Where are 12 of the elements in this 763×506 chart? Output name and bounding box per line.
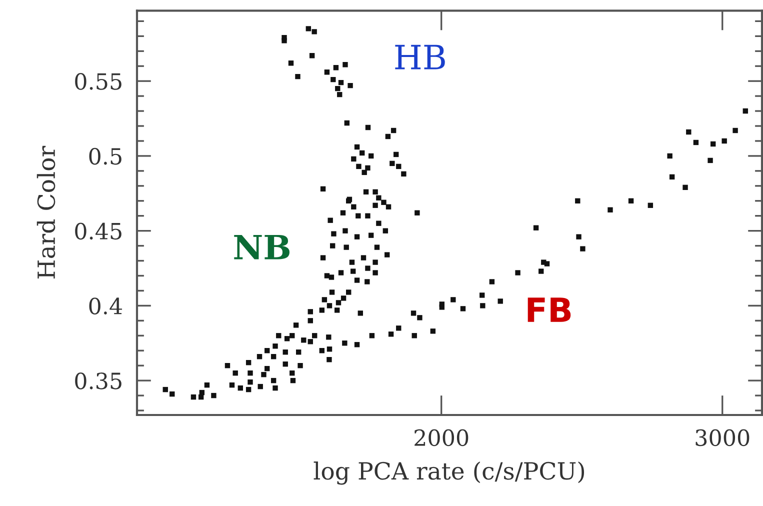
annotation: HB	[395, 44, 445, 70]
y-tick-label: 0.55	[75, 73, 122, 90]
x-axis-title: log PCA rate (c/s/PCU)	[314, 462, 584, 485]
y-tick-label: 0.4	[89, 298, 122, 314]
y-tick-label: 0.35	[75, 372, 122, 390]
y-tick-label: 0.45	[75, 222, 122, 240]
annotation: NB	[234, 234, 290, 260]
annotation: FB	[528, 298, 571, 322]
x-tick-label: 3000	[696, 429, 750, 446]
x-tick-label: 2000	[414, 429, 468, 446]
y-axis-title: Hard Color	[36, 146, 56, 278]
y-tick-label: 0.5	[89, 148, 122, 165]
